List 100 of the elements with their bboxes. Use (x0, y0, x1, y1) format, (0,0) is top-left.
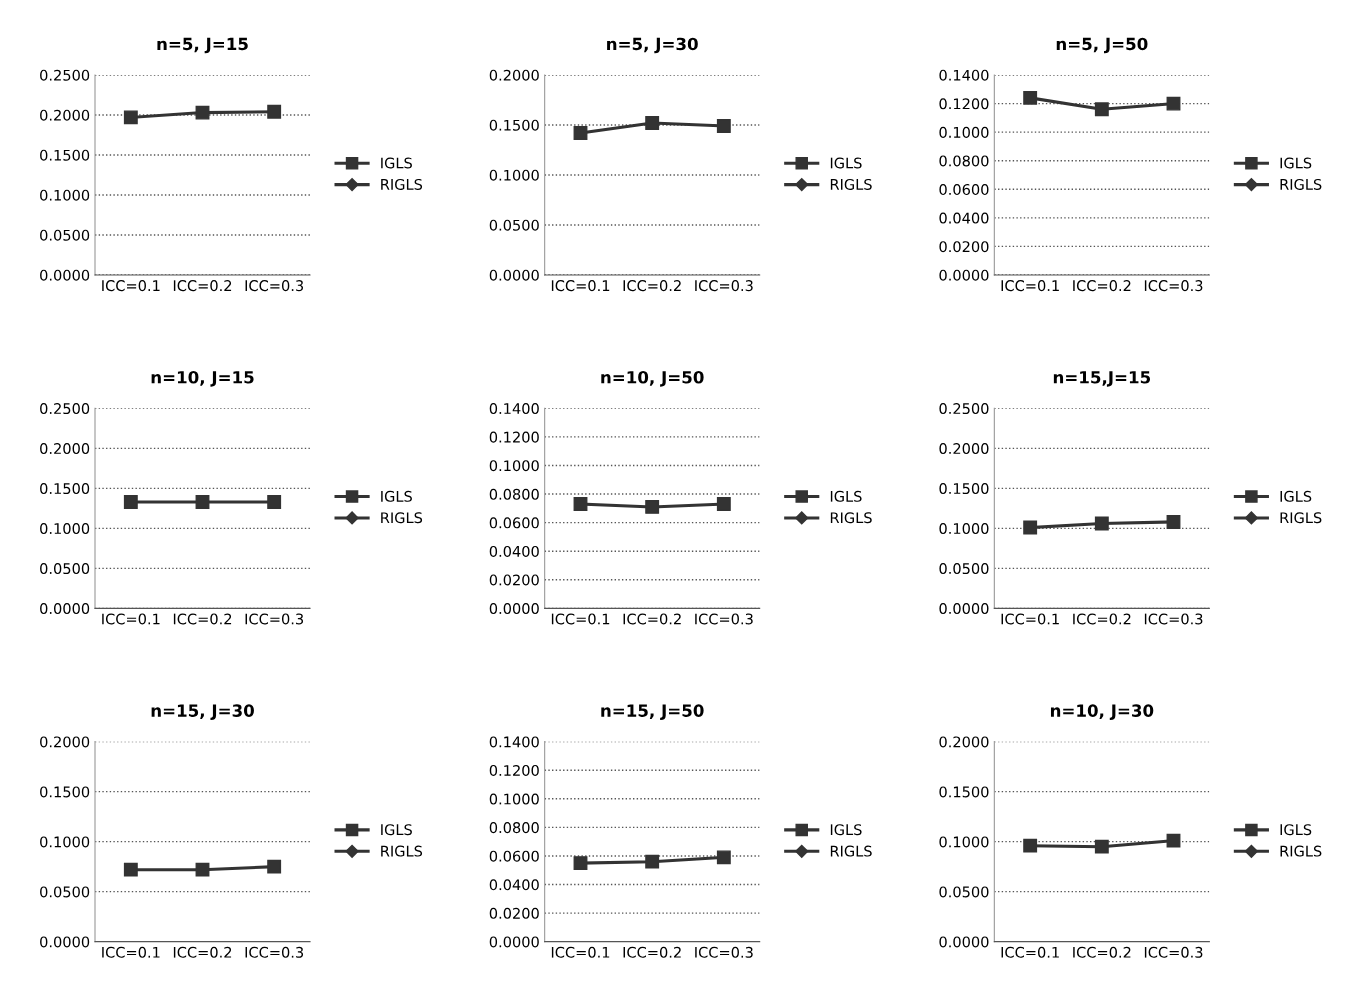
y-tick-label: 0.2000 (40, 736, 90, 748)
legend-label: RIGLS (381, 845, 423, 857)
x-tick-label: ICC=0.2 (1073, 280, 1131, 292)
y-tick-label: 0.2500 (40, 403, 90, 415)
x-tick-label: ICC=0.3 (1144, 280, 1203, 292)
y-tick-label: 0.2000 (40, 109, 90, 121)
y-tick-label: 0.0500 (939, 886, 989, 898)
y-tick-label: 0.0000 (489, 936, 539, 948)
chart-title: n=5, J=50 (1056, 37, 1148, 54)
y-tick-label: 0.1000 (489, 793, 539, 805)
x-tick-label: ICC=0.2 (623, 613, 681, 625)
legend-label: RIGLS (830, 178, 872, 190)
x-tick-label: ICC=0.2 (1073, 946, 1131, 958)
x-tick-label: ICC=0.1 (102, 280, 160, 292)
y-tick-label: 0.2000 (939, 443, 989, 455)
legend-label: IGLS (1280, 824, 1312, 836)
y-tick-label: 0.0400 (489, 879, 539, 891)
legend-label: IGLS (830, 157, 862, 169)
y-tick-label: 0.1500 (40, 786, 90, 798)
y-tick-label: 0.1400 (489, 403, 539, 415)
y-tick-label: 0.1500 (939, 483, 989, 495)
x-tick-label: ICC=0.2 (173, 613, 232, 625)
y-tick-label: 0.0800 (489, 488, 539, 500)
y-tick-label: 0.1000 (489, 169, 539, 181)
y-tick-label: 0.2000 (939, 736, 989, 748)
legend-label: IGLS (1280, 157, 1312, 169)
y-tick-label: 0.1000 (40, 189, 90, 201)
legend-label: IGLS (830, 824, 862, 836)
y-tick-label: 0.0600 (489, 517, 539, 529)
x-tick-label: ICC=0.1 (1001, 280, 1059, 292)
legend-label: RIGLS (381, 178, 423, 190)
y-tick-label: 0.0600 (939, 184, 989, 196)
y-tick-label: 0.0000 (40, 603, 90, 615)
y-tick-label: 0.1000 (939, 126, 989, 138)
x-tick-label: ICC=0.1 (551, 946, 610, 958)
x-tick-label: ICC=0.3 (695, 613, 753, 625)
y-tick-label: 0.1500 (489, 119, 539, 131)
x-tick-label: ICC=0.2 (173, 280, 232, 292)
legend-label: RIGLS (830, 845, 872, 857)
x-tick-label: ICC=0.2 (623, 946, 681, 958)
y-tick-label: 0.0400 (939, 212, 989, 224)
y-tick-label: 0.0800 (489, 822, 539, 834)
y-tick-label: 0.0800 (939, 155, 989, 167)
legend-label: RIGLS (381, 512, 423, 524)
y-tick-label: 0.0000 (939, 936, 989, 948)
y-tick-label: 0.0500 (40, 563, 90, 575)
x-tick-label: ICC=0.1 (551, 613, 610, 625)
chart-title: n=5, J=15 (157, 37, 248, 54)
y-tick-label: 0.0000 (939, 269, 989, 281)
y-tick-label: 0.1000 (489, 460, 539, 472)
y-tick-label: 0.0500 (489, 219, 539, 231)
y-tick-label: 0.0200 (489, 574, 539, 586)
legend-label: IGLS (830, 490, 862, 502)
y-tick-label: 0.1200 (489, 764, 539, 776)
x-tick-label: ICC=0.1 (102, 946, 160, 958)
x-tick-label: ICC=0.1 (102, 613, 160, 625)
y-tick-label: 0.0600 (489, 850, 539, 862)
y-tick-label: 0.0000 (939, 603, 989, 615)
chart-title: n=5, J=30 (607, 37, 698, 54)
y-tick-label: 0.1000 (40, 523, 90, 535)
legend-label: RIGLS (1280, 178, 1322, 190)
y-tick-label: 0.0000 (40, 936, 90, 948)
y-tick-label: 0.0000 (489, 269, 539, 281)
legend-label: RIGLS (1280, 845, 1322, 857)
y-tick-label: 0.0400 (489, 545, 539, 557)
chart-title: n=10, J=30 (1050, 704, 1154, 720)
chart-title: n=10, J=50 (601, 370, 704, 387)
x-tick-label: ICC=0.3 (245, 946, 304, 958)
chart-title: n=15, J=50 (601, 704, 704, 720)
legend-label: IGLS (381, 157, 412, 169)
point (645, 116, 660, 130)
y-tick-label: 0.2000 (40, 443, 90, 455)
x-tick-label: ICC=0.3 (695, 280, 753, 292)
chart-title: n=10, J=15 (151, 370, 254, 387)
x-tick-label: ICC=0.3 (245, 280, 304, 292)
y-tick-label: 0.2500 (40, 69, 90, 81)
y-tick-label: 0.0000 (489, 603, 539, 615)
y-tick-label: 0.0500 (40, 886, 90, 898)
x-tick-label: ICC=0.1 (551, 280, 610, 292)
y-tick-label: 0.0200 (489, 907, 539, 919)
x-tick-label: ICC=0.3 (695, 946, 753, 958)
y-tick-label: 0.1500 (40, 149, 90, 161)
y-tick-label: 0.1500 (40, 483, 90, 495)
x-tick-label: ICC=0.2 (1073, 613, 1131, 625)
y-tick-label: 0.0000 (40, 269, 90, 281)
legend-label: RIGLS (1280, 512, 1322, 524)
y-tick-label: 0.2500 (939, 403, 989, 415)
chart-title: n=15,J=15 (1053, 371, 1151, 387)
legend-label: IGLS (1280, 490, 1312, 502)
x-tick-label: ICC=0.3 (245, 613, 304, 625)
point (573, 126, 588, 140)
y-tick-label: 0.1500 (939, 786, 989, 798)
y-tick-label: 0.0500 (40, 229, 90, 241)
x-tick-label: ICC=0.2 (623, 280, 681, 292)
x-tick-label: ICC=0.3 (1144, 946, 1203, 958)
chart-title: n=15, J=30 (151, 704, 254, 720)
y-tick-label: 0.1200 (939, 98, 989, 110)
legend-label: IGLS (381, 824, 412, 836)
legend-label: RIGLS (830, 512, 872, 524)
legend-label: IGLS (381, 490, 412, 502)
